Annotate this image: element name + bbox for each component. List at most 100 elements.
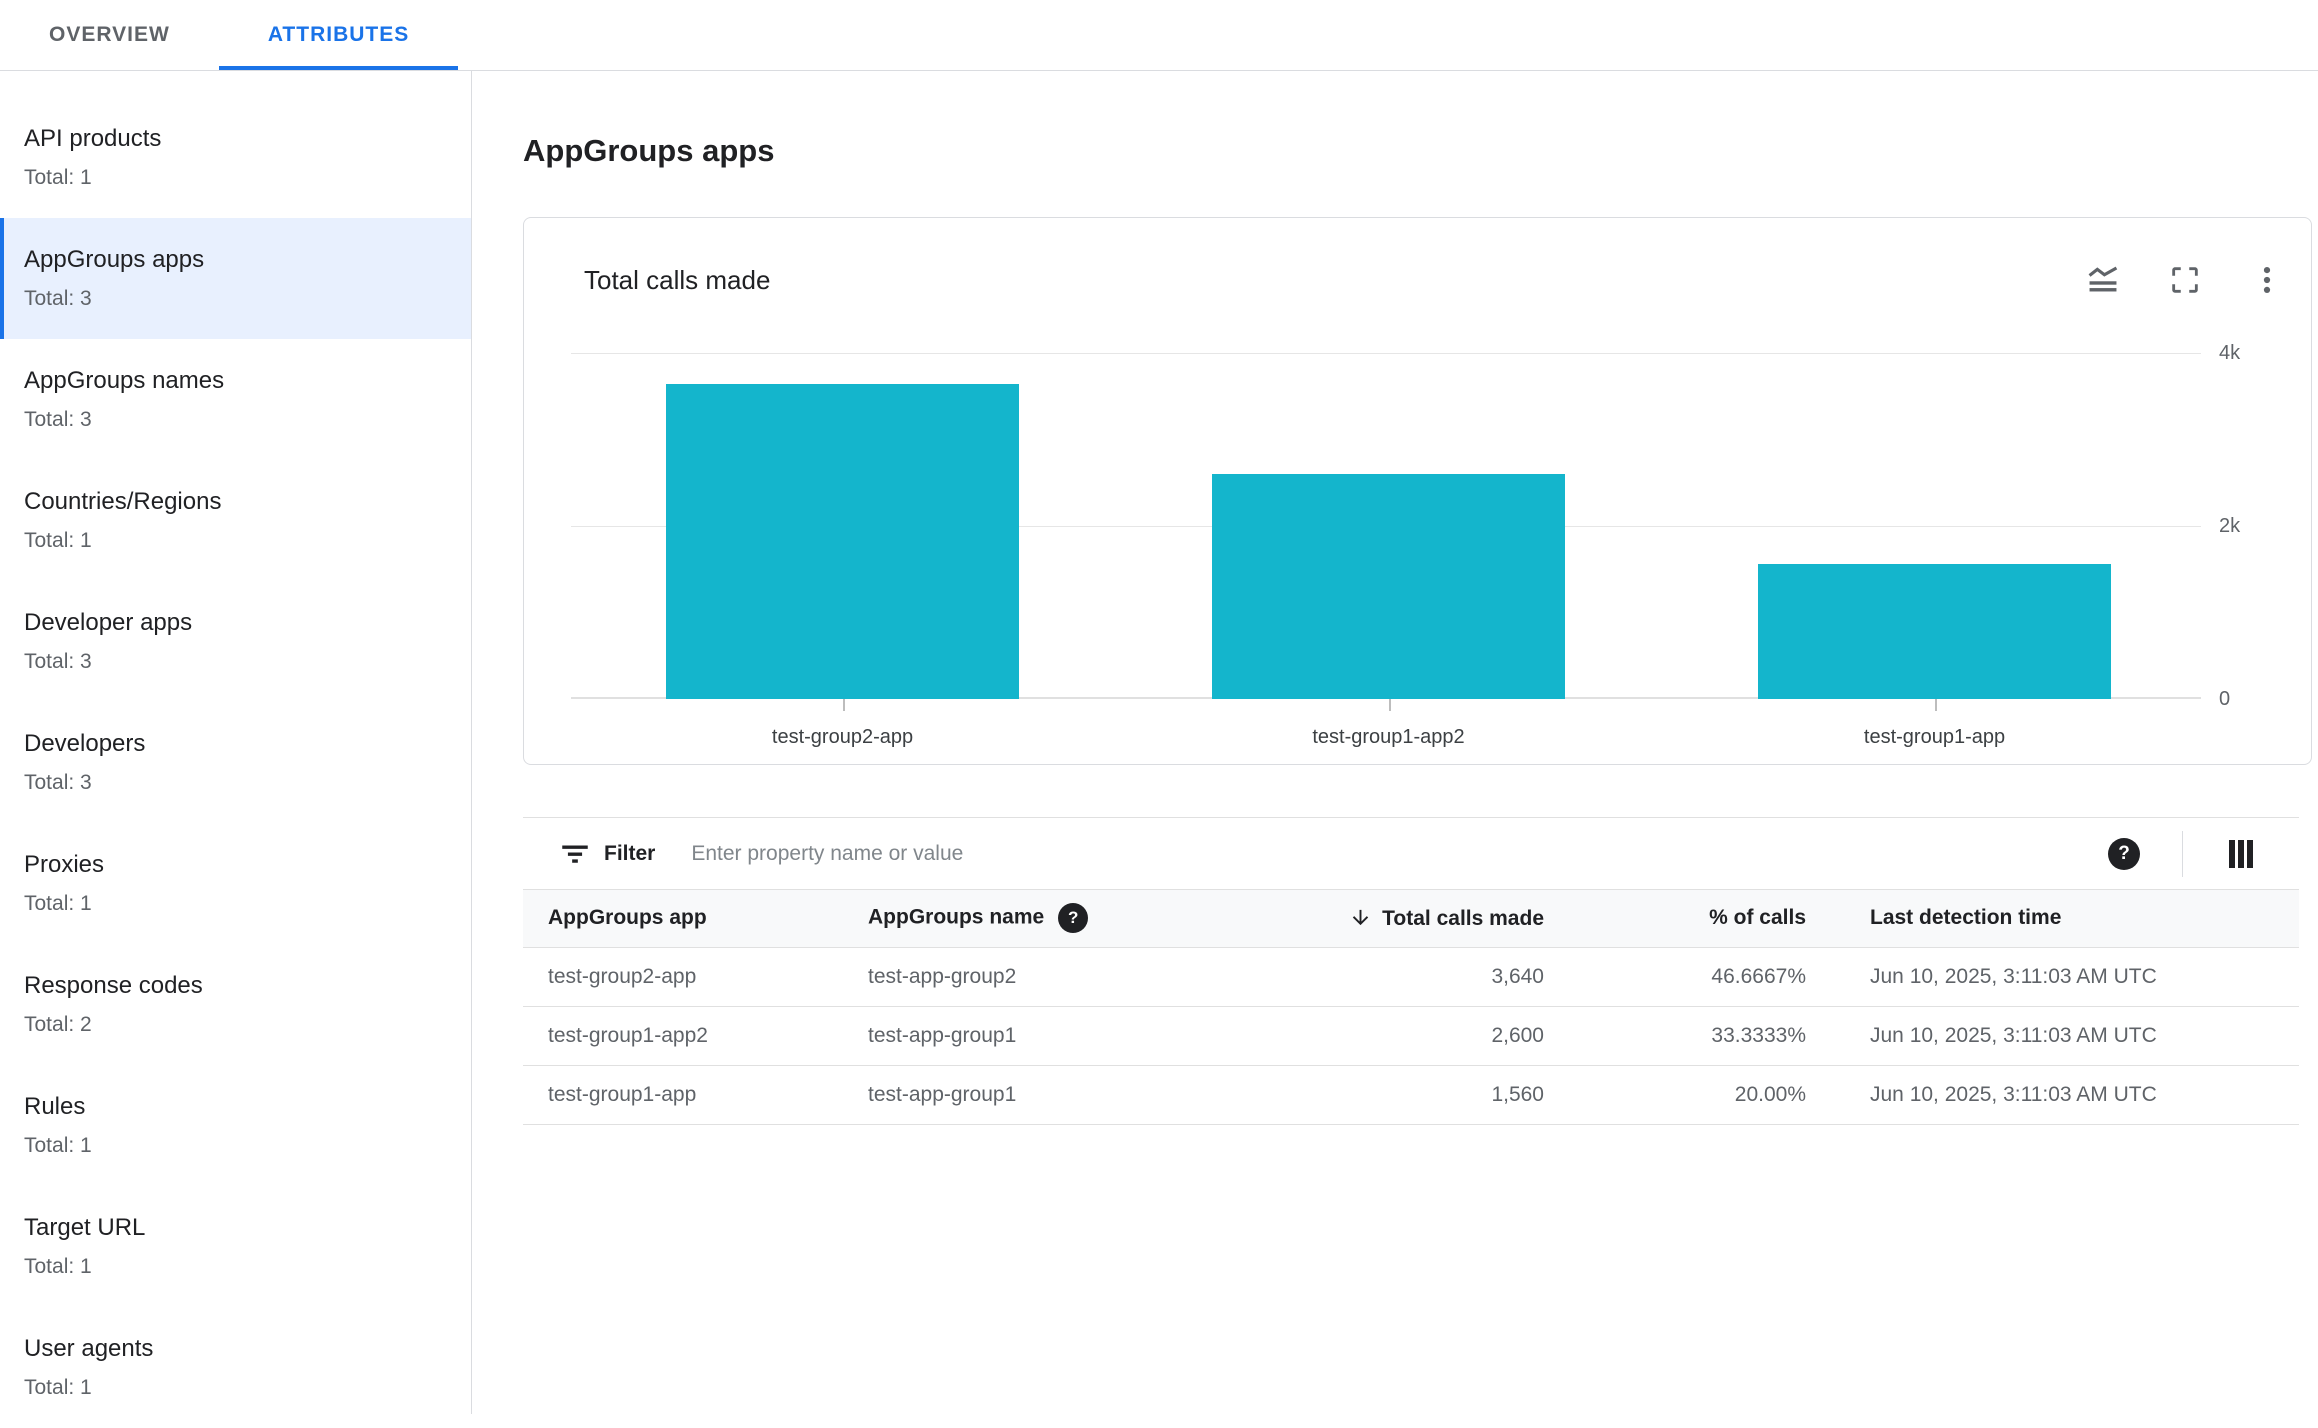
bar-slot: test-group1-app2 (1212, 353, 1565, 748)
column-header-label: Total calls made (1382, 906, 1544, 930)
bar-label: test-group1-app2 (1312, 726, 1465, 748)
sidebar: API products Total: 1 AppGroups apps Total:… (0, 71, 472, 1414)
sidebar-item-developer-apps[interactable]: Developer apps Total: 3 (0, 581, 471, 702)
sidebar-item-total: Total: 1 (24, 892, 92, 915)
page-title: AppGroups apps (523, 133, 775, 168)
sidebar-item-api-products[interactable]: API products Total: 1 (0, 97, 471, 218)
sidebar-item-total: Total: 3 (24, 408, 92, 431)
sidebar-item-label: User agents (24, 1335, 154, 1362)
sidebar-item-total: Total: 1 (24, 1134, 92, 1157)
chart-type-icon[interactable] (2085, 262, 2121, 298)
sidebar-item-proxies[interactable]: Proxies Total: 1 (0, 823, 471, 944)
column-header-percent-of-calls[interactable]: % of calls (1709, 906, 1806, 930)
sidebar-item-label: Response codes (24, 972, 203, 999)
bar-label: test-group1-app (1863, 726, 2006, 748)
filter-row: Filter ? (523, 817, 2299, 890)
appgroups-name-help-icon[interactable]: ? (1058, 903, 1089, 934)
bar-chart-plot: 4k 2k 0 test-group2-app test-group1-app2 t… (571, 342, 2240, 748)
filter-icon (558, 837, 592, 871)
sidebar-item-label: Rules (24, 1093, 86, 1120)
table-cell: 1,560 (1491, 1082, 1544, 1106)
sidebar-list: API products Total: 1 AppGroups apps Total:… (0, 97, 471, 1428)
table-row: test-group1-app2 test-app-group1 2,600 33.3… (523, 1006, 2299, 1065)
bar-test-group1-app (1758, 564, 2111, 699)
gridline-4k (571, 353, 2201, 354)
column-header-last-detection-time[interactable]: Last detection time (1870, 906, 2062, 930)
tab-bar: OVERVIEW ATTRIBUTES (0, 0, 2318, 71)
tab-overview[interactable]: OVERVIEW (49, 23, 170, 46)
sidebar-item-target-url[interactable]: Target URL Total: 1 (0, 1186, 471, 1307)
sidebar-item-rules[interactable]: Rules Total: 1 (0, 1065, 471, 1186)
table-cell: test-app-group1 (868, 1082, 1017, 1106)
y-axis-label: 4k (2219, 342, 2241, 364)
table-cell: 3,640 (1491, 964, 1544, 988)
table-cell: 33.3333% (1711, 1023, 1806, 1047)
sidebar-item-countries-regions[interactable]: Countries/Regions Total: 1 (0, 460, 471, 581)
sidebar-item-label: AppGroups names (24, 367, 225, 394)
y-axis-label: 2k (2219, 515, 2241, 537)
table-cell: test-group1-app (548, 1082, 697, 1106)
table-cell: test-group1-app2 (548, 1023, 708, 1047)
sidebar-item-label: AppGroups apps (24, 246, 205, 273)
chart-card-header: Total calls made (524, 218, 2311, 298)
table-body: test-group2-app test-app-group2 3,640 46.66… (523, 947, 2299, 1124)
filter-input[interactable] (689, 840, 2108, 867)
chart-card: Total calls made (523, 217, 2312, 765)
bar-slot: test-group2-app (666, 353, 1019, 748)
bar-test-group1-app2 (1212, 474, 1565, 699)
sidebar-item-total: Total: 1 (24, 166, 92, 189)
sidebar-item-label: Proxies (24, 851, 105, 878)
sidebar-item-total: Total: 1 (24, 1376, 92, 1399)
sidebar-item-total: Total: 1 (24, 1255, 92, 1278)
chart-title: Total calls made (584, 264, 771, 295)
x-axis-tick (842, 699, 845, 711)
sidebar-item-label: Countries/Regions (24, 488, 222, 515)
x-axis-tick (1934, 699, 1937, 711)
fullscreen-icon[interactable] (2167, 262, 2203, 298)
table-cell: Jun 10, 2025, 3:11:03 AM UTC (1870, 964, 2157, 988)
column-header-label: AppGroups name (868, 905, 1045, 929)
bar-test-group2-app (666, 384, 1019, 699)
table-cell: test-app-group1 (868, 1023, 1017, 1047)
filter-label: Filter (604, 841, 656, 865)
sidebar-item-appgroups-names[interactable]: AppGroups names Total: 3 (0, 339, 471, 460)
table-header-row: AppGroups app AppGroups name? Total call… (523, 890, 2299, 947)
sidebar-item-total: Total: 3 (24, 287, 92, 310)
main-content: AppGroups apps Total calls made (473, 71, 2318, 1414)
table-row: test-group2-app test-app-group2 3,640 46.66… (523, 947, 2299, 1006)
table-cell: test-group2-app (548, 964, 697, 988)
tab-attributes[interactable]: ATTRIBUTES (218, 0, 459, 70)
sidebar-item-appgroups-apps[interactable]: AppGroups apps Total: 3 (0, 218, 471, 339)
column-header-appgroups-app[interactable]: AppGroups app (548, 906, 707, 930)
attributes-table-section: Filter ? AppGroups app AppGroups name? T… (523, 817, 2299, 1125)
table-cell: 46.6667% (1711, 964, 1806, 988)
bar-slot: test-group1-app (1758, 353, 2111, 748)
table-row: test-group1-app test-app-group1 1,560 20.00… (523, 1065, 2299, 1124)
sidebar-item-response-codes[interactable]: Response codes Total: 2 (0, 944, 471, 1065)
attributes-table: AppGroups app AppGroups name? Total call… (523, 890, 2299, 1125)
table-cell: Jun 10, 2025, 3:11:03 AM UTC (1870, 1082, 2157, 1106)
x-axis-tick (1388, 699, 1391, 711)
column-header-appgroups-name[interactable]: AppGroups name? (843, 890, 1280, 947)
sidebar-item-user-agents[interactable]: User agents Total: 1 (0, 1307, 471, 1428)
sort-descending-icon (1352, 909, 1369, 925)
table-cell: Jun 10, 2025, 3:11:03 AM UTC (1870, 1023, 2157, 1047)
more-options-icon[interactable] (2249, 262, 2285, 298)
sidebar-item-label: Developers (24, 730, 146, 757)
table-cell: 2,600 (1491, 1023, 1544, 1047)
filter-help-icon[interactable]: ? (2108, 837, 2140, 870)
sidebar-item-total: Total: 3 (24, 771, 92, 794)
table-cell: test-app-group2 (868, 964, 1017, 988)
chart-actions (2085, 262, 2285, 298)
sidebar-item-developers[interactable]: Developers Total: 3 (0, 702, 471, 823)
toolbar-divider (2182, 830, 2183, 877)
sidebar-item-total: Total: 2 (24, 1013, 92, 1036)
bar-label: test-group2-app (771, 726, 914, 748)
sidebar-item-label: Developer apps (24, 609, 193, 636)
column-display-icon[interactable] (2229, 839, 2253, 868)
sidebar-item-total: Total: 3 (24, 650, 92, 673)
column-header-total-calls-made[interactable]: Total calls made (1280, 890, 1569, 947)
table-cell: 20.00% (1734, 1082, 1806, 1106)
sidebar-item-label: API products (24, 125, 162, 152)
sidebar-item-label: Target URL (24, 1214, 146, 1241)
